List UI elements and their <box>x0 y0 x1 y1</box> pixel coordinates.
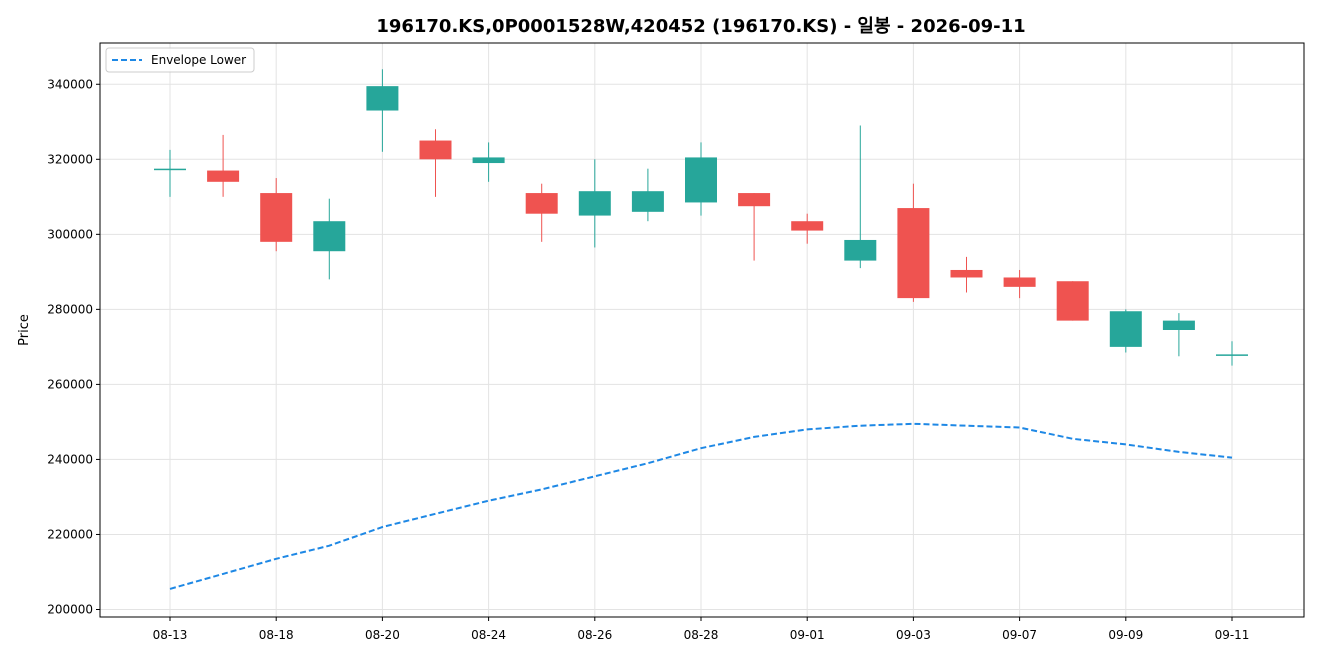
plot-frame <box>99 42 1305 618</box>
x-axis-ticks: 08-13 08-18 08-20 08-24 08-26 08-28 09-01 09-03… <box>153 617 1250 642</box>
candle-body <box>844 239 877 261</box>
y-axis-label: Price <box>17 314 32 346</box>
x-tick-label: 09-03 <box>896 628 931 642</box>
y-tick-label: 280000 <box>47 302 93 316</box>
candle <box>366 69 399 152</box>
candle-body <box>897 208 930 299</box>
x-tick-label: 08-13 <box>153 628 188 642</box>
x-tick-label: 09-11 <box>1215 628 1250 642</box>
candle-body <box>260 193 293 242</box>
candle-body <box>1003 277 1036 287</box>
candle <box>1003 269 1036 299</box>
candle <box>844 125 877 269</box>
candle-body <box>1162 320 1195 330</box>
legend: Envelope Lower <box>105 47 255 73</box>
candle-body <box>207 170 240 182</box>
candle-body <box>525 193 558 214</box>
candle <box>897 183 930 302</box>
x-tick-label: 08-18 <box>259 628 294 642</box>
candle <box>685 142 717 216</box>
y-tick-label: 340000 <box>47 77 93 91</box>
candle <box>1056 281 1089 321</box>
candle-body <box>631 191 664 212</box>
y-tick-label: 260000 <box>47 377 93 391</box>
candle <box>472 142 505 182</box>
chart-title: 196170.KS,0P0001528W,420452 (196170.KS) … <box>376 16 1025 37</box>
envelope-lower-line <box>169 422 1233 590</box>
candle-body <box>950 269 983 278</box>
candle <box>154 149 186 197</box>
candle <box>419 129 452 197</box>
candle <box>260 178 293 252</box>
x-tick-label: 08-28 <box>684 628 719 642</box>
candle <box>791 213 824 244</box>
candle <box>738 193 771 261</box>
candle-body <box>738 193 771 207</box>
candle <box>207 134 240 197</box>
x-tick-label: 09-01 <box>790 628 825 642</box>
candle-body <box>366 86 399 111</box>
candle-body <box>578 191 611 216</box>
envelope-lower-series <box>169 422 1233 590</box>
candle <box>1216 341 1248 366</box>
candle-body <box>419 140 452 160</box>
candle <box>578 159 611 248</box>
x-tick-label: 08-26 <box>577 628 612 642</box>
candle <box>631 168 664 222</box>
candle-body <box>791 221 824 231</box>
candle <box>1109 309 1142 353</box>
x-tick-label: 08-24 <box>471 628 506 642</box>
candle <box>950 256 983 293</box>
x-tick-label: 08-20 <box>365 628 400 642</box>
x-tick-label: 09-07 <box>1002 628 1037 642</box>
candle-body <box>1109 311 1142 347</box>
candle-body <box>472 157 505 164</box>
y-tick-label: 240000 <box>47 452 93 466</box>
y-axis-ticks: 200000 220000 240000 260000 280000 300000 3200… <box>47 77 100 616</box>
x-tick-label: 09-09 <box>1108 628 1143 642</box>
legend-label-envelope-lower: Envelope Lower <box>151 53 246 67</box>
candle-body <box>1216 354 1248 356</box>
candle <box>525 183 558 242</box>
candle-body <box>154 168 186 171</box>
y-tick-label: 320000 <box>47 152 93 166</box>
y-tick-label: 220000 <box>47 527 93 541</box>
candle-body <box>1056 281 1089 321</box>
candle <box>313 198 346 280</box>
candle-body <box>313 221 346 252</box>
y-tick-label: 300000 <box>47 227 93 241</box>
y-tick-label: 200000 <box>47 602 93 616</box>
candles <box>154 69 1248 366</box>
candle <box>1162 313 1195 357</box>
candle-body <box>685 157 717 203</box>
legend-box <box>105 47 255 73</box>
